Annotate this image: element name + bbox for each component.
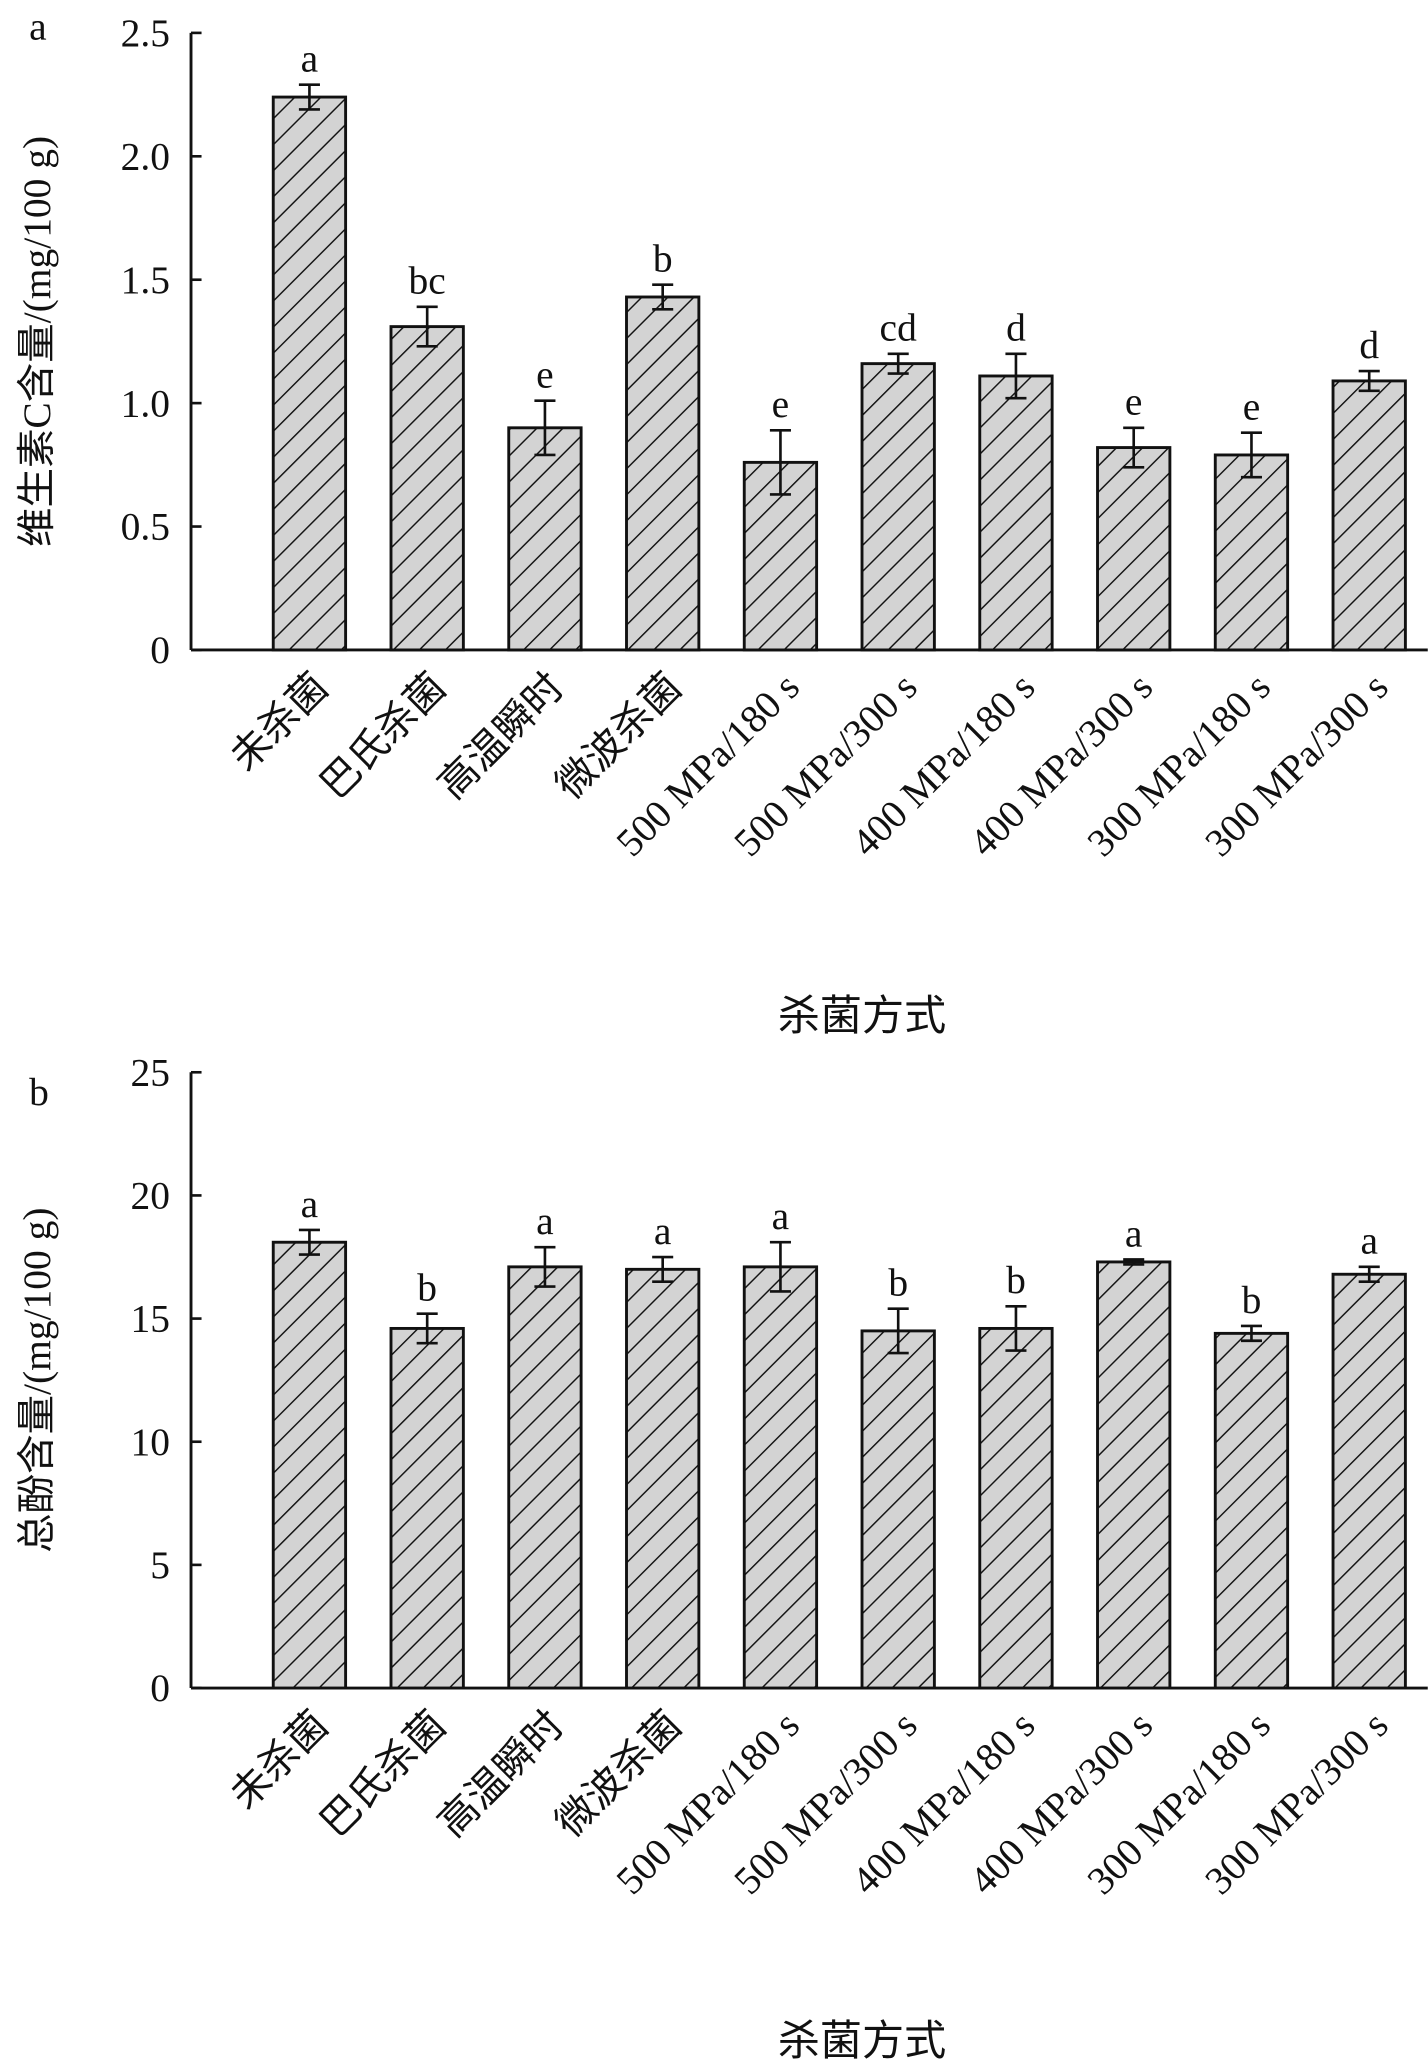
chart-panel-b: 0 5 10 15 20 25 b 总酚含量/(mg/100 g) 杀菌方式 a 未杀菌 b 巴氏杀菌 a… [15, 1050, 1428, 2063]
significance-label: d [1006, 306, 1026, 350]
y-tick-label: 0 [150, 1666, 170, 1710]
y-tick-label: 2.0 [121, 134, 170, 178]
significance-label: a [654, 1209, 672, 1253]
y-tick-label: 0.5 [121, 505, 170, 549]
significance-label: a [536, 1199, 554, 1243]
bar [1331, 1272, 1407, 1690]
significance-label: a [772, 1194, 790, 1238]
bar [625, 1267, 701, 1690]
x-tick-label: 高温瞬时 [430, 665, 573, 808]
significance-label: a [301, 1182, 319, 1226]
y-axis-label: 总酚含量/(mg/100 g) [15, 1207, 59, 1552]
x-axis-label: 杀菌方式 [778, 993, 946, 1040]
bar [389, 1326, 465, 1690]
significance-label: e [1243, 385, 1261, 429]
bar [1213, 453, 1290, 652]
panel-label: b [29, 1070, 49, 1114]
bar [1096, 446, 1172, 652]
bar [860, 1329, 936, 1690]
x-tick-label: 巴氏杀菌 [312, 1703, 455, 1846]
y-tick-label: 1.0 [121, 381, 170, 425]
y-axis-label: 维生素C含量/(mg/100 g) [15, 136, 59, 547]
significance-label: e [1125, 380, 1143, 424]
significance-label: d [1359, 323, 1379, 367]
bar [1331, 379, 1407, 652]
y-tick-label: 2.5 [121, 11, 170, 55]
significance-label: b [888, 1261, 908, 1305]
x-tick-label: 巴氏杀菌 [312, 665, 455, 808]
bar [978, 1326, 1054, 1690]
significance-label: b [1242, 1278, 1262, 1322]
bar [507, 1265, 583, 1690]
bar [978, 374, 1054, 652]
significance-label: b [417, 1266, 437, 1310]
x-tick-label: 未杀菌 [222, 1703, 337, 1818]
y-tick-label: 5 [150, 1543, 170, 1587]
significance-label: a [1360, 1219, 1378, 1263]
bar [271, 1240, 348, 1690]
x-tick-label: 高温瞬时 [430, 1703, 573, 1846]
bar [1096, 1260, 1172, 1690]
bar [389, 325, 465, 652]
x-tick-label: 未杀菌 [222, 665, 337, 780]
y-tick-label: 15 [130, 1297, 169, 1341]
significance-label: e [772, 382, 790, 426]
y-tick-label: 25 [130, 1050, 169, 1094]
bar [1213, 1331, 1290, 1690]
y-tick-label: 20 [130, 1174, 169, 1218]
y-tick-label: 1.5 [121, 258, 170, 302]
significance-label: b [1006, 1258, 1026, 1302]
bar [271, 95, 348, 652]
y-tick-label: 10 [130, 1420, 169, 1464]
panel-label: a [29, 4, 47, 48]
chart-panel-a: 0 0.5 1.0 1.5 2.0 2.5 a 维生素C含量/(mg/100 g) 杀菌方式 a 未… [15, 4, 1428, 1040]
bar [625, 295, 701, 652]
significance-label: bc [409, 259, 446, 303]
bar [860, 362, 936, 652]
bar [742, 1265, 819, 1690]
significance-label: a [301, 37, 319, 81]
y-tick-label: 0 [150, 628, 170, 672]
bar [507, 426, 583, 652]
significance-label: cd [880, 306, 918, 350]
significance-label: b [653, 236, 673, 280]
significance-label: e [536, 353, 554, 397]
x-axis-label: 杀菌方式 [778, 2018, 946, 2063]
significance-label: a [1125, 1211, 1143, 1255]
